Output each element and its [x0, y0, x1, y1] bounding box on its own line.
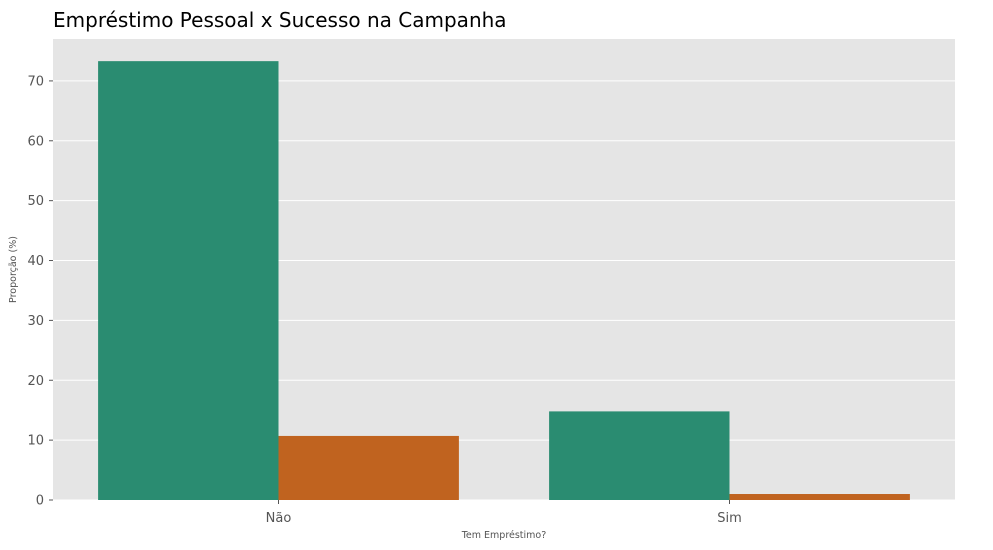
bar-series2-0 [278, 435, 459, 500]
bar-series1-1 [549, 411, 730, 500]
x-tick-label: Sim [717, 511, 742, 526]
chart-title: Empréstimo Pessoal x Sucesso na Campanha [53, 8, 507, 32]
y-tick-label: 50 [27, 194, 44, 209]
y-axis: 0 10 20 30 40 50 60 70 [27, 74, 53, 509]
x-axis-label: Tem Empréstimo? [461, 530, 547, 541]
y-axis-label: Proporção (%) [8, 236, 19, 303]
y-tick-label: 40 [27, 254, 44, 269]
bars [98, 61, 910, 500]
x-tick-label: Não [266, 511, 292, 526]
bar-series2-1 [729, 494, 910, 500]
y-tick-label: 30 [27, 314, 44, 329]
x-axis: Não Sim [266, 500, 742, 526]
y-tick-label: 70 [27, 74, 44, 89]
y-tick-label: 10 [27, 434, 44, 449]
y-tick-label: 20 [27, 374, 44, 389]
y-tick-label: 0 [36, 494, 44, 509]
bar-series1-0 [98, 61, 279, 500]
y-tick-label: 60 [27, 134, 44, 149]
